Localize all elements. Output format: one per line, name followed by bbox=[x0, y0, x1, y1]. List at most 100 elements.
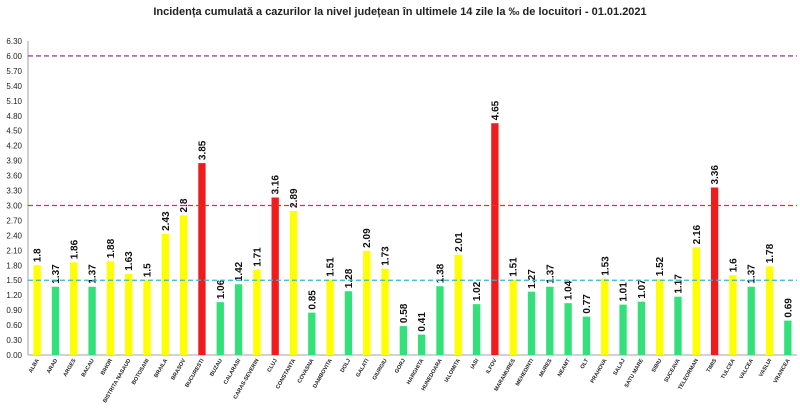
x-tick-label: DAMBOVITA bbox=[312, 358, 334, 390]
x-tick-label: CLUJ bbox=[267, 358, 279, 373]
bar bbox=[564, 303, 572, 355]
y-tick-label: 1.20 bbox=[6, 291, 22, 300]
x-tick-label: GORJ bbox=[394, 358, 407, 375]
data-label: 0.69 bbox=[783, 298, 794, 318]
bar bbox=[710, 187, 719, 355]
x-tick-label: CALARASI bbox=[223, 358, 243, 386]
x-tick-label: SUCEAVA bbox=[663, 358, 681, 384]
y-tick-label: 1.80 bbox=[6, 261, 22, 270]
bar bbox=[765, 266, 774, 355]
data-label: 1.88 bbox=[106, 238, 117, 258]
data-label: 0.58 bbox=[399, 303, 410, 323]
data-label: 1.37 bbox=[51, 264, 62, 284]
x-tick-label: SALAJ bbox=[613, 358, 627, 377]
y-tick-label: 3.60 bbox=[6, 172, 22, 181]
bar bbox=[88, 286, 96, 355]
y-tick-label: 3.30 bbox=[6, 187, 22, 196]
x-tick-label: HARGHITA bbox=[406, 358, 426, 386]
y-tick-label: 4.20 bbox=[6, 142, 22, 151]
data-label: 1.01 bbox=[619, 282, 630, 302]
bar bbox=[784, 320, 792, 355]
data-label: 1.17 bbox=[673, 274, 684, 294]
x-tick-label: VALCEA bbox=[739, 358, 755, 380]
data-label: 0.77 bbox=[582, 294, 593, 314]
x-tick-label: NEAMT bbox=[557, 357, 572, 377]
y-tick-label: 5.10 bbox=[6, 97, 22, 106]
data-label: 1.52 bbox=[655, 256, 666, 276]
data-label: 1.78 bbox=[765, 243, 776, 263]
bar bbox=[33, 265, 41, 355]
bar bbox=[509, 279, 517, 355]
x-tick-label: SIBIU bbox=[651, 358, 664, 374]
x-tick-label: ALBA bbox=[28, 358, 41, 374]
data-label: 1.37 bbox=[747, 264, 758, 284]
bar bbox=[344, 291, 353, 355]
y-tick-label: 6.00 bbox=[6, 52, 22, 61]
x-tick-label: TULCEA bbox=[720, 358, 736, 380]
x-tick-label: BOTOSANI bbox=[131, 358, 151, 386]
data-label: 1.53 bbox=[600, 256, 611, 276]
bar bbox=[601, 278, 609, 355]
bar bbox=[417, 334, 426, 355]
data-label: 1.51 bbox=[326, 257, 337, 277]
y-tick-label: 0.90 bbox=[6, 306, 22, 315]
y-tick-label: 1.50 bbox=[6, 276, 22, 285]
x-tick-label: GIURGIU bbox=[372, 358, 389, 381]
bar bbox=[216, 302, 224, 355]
x-tick-label: IASI bbox=[470, 358, 481, 371]
bar bbox=[51, 286, 60, 355]
bar bbox=[271, 197, 279, 355]
bar bbox=[179, 215, 188, 355]
bar bbox=[198, 163, 206, 355]
x-tick-label: ILFOV bbox=[485, 358, 498, 375]
data-label: 1.51 bbox=[509, 257, 520, 277]
bar bbox=[582, 316, 591, 355]
x-tick-label: GALATI bbox=[355, 358, 370, 379]
bar bbox=[729, 275, 737, 355]
x-tick-label: TELEORMAN bbox=[677, 358, 700, 391]
bar bbox=[161, 233, 169, 355]
x-tick-label: BRAILA bbox=[153, 358, 169, 379]
x-tick-label: ARGES bbox=[63, 358, 78, 378]
y-tick-label: 3.00 bbox=[6, 201, 22, 210]
data-label: 2.01 bbox=[454, 232, 465, 252]
x-tick-label: CONSTANTA bbox=[275, 358, 297, 390]
data-label: 2.16 bbox=[692, 224, 703, 244]
y-tick-label: 2.70 bbox=[6, 216, 22, 225]
data-label: 1.8 bbox=[33, 248, 44, 262]
y-tick-label: 4.50 bbox=[6, 127, 22, 136]
data-label: 1.71 bbox=[252, 247, 263, 267]
bar bbox=[143, 280, 151, 355]
x-tick-label: OLT bbox=[580, 357, 591, 370]
chart-title: Incidența cumulată a cazurilor la nivel … bbox=[153, 6, 647, 18]
bar bbox=[527, 291, 536, 355]
data-label: 1.37 bbox=[545, 264, 556, 284]
y-tick-label: 0.00 bbox=[6, 351, 22, 360]
x-tick-label: VASLUI bbox=[758, 358, 773, 379]
bar bbox=[637, 301, 646, 355]
bar bbox=[454, 254, 462, 355]
data-label: 1.42 bbox=[234, 261, 245, 281]
bar bbox=[656, 279, 664, 355]
x-tick-label: IALOMITA bbox=[444, 358, 462, 384]
data-label: 1.63 bbox=[124, 251, 135, 271]
data-label: 1.5 bbox=[143, 263, 154, 277]
data-label: 2.43 bbox=[161, 211, 172, 231]
data-label: 1.04 bbox=[564, 280, 575, 300]
bar bbox=[491, 123, 499, 355]
x-tick-label: VRANCEA bbox=[773, 358, 792, 385]
y-tick-label: 6.30 bbox=[6, 37, 22, 46]
y-tick-label: 0.60 bbox=[6, 321, 22, 330]
y-tick-label: 2.10 bbox=[6, 246, 22, 255]
bar bbox=[125, 273, 133, 355]
x-tick-label: TIMIS bbox=[706, 358, 719, 374]
data-label: 3.85 bbox=[197, 140, 208, 160]
x-tick-label: PRAHOVA bbox=[590, 358, 609, 384]
bar bbox=[106, 261, 115, 355]
data-label: 3.36 bbox=[710, 165, 721, 185]
bar bbox=[253, 269, 261, 355]
data-label: 2.89 bbox=[289, 188, 300, 208]
y-tick-label: 2.40 bbox=[6, 231, 22, 240]
x-tick-label: BACAU bbox=[81, 358, 96, 378]
